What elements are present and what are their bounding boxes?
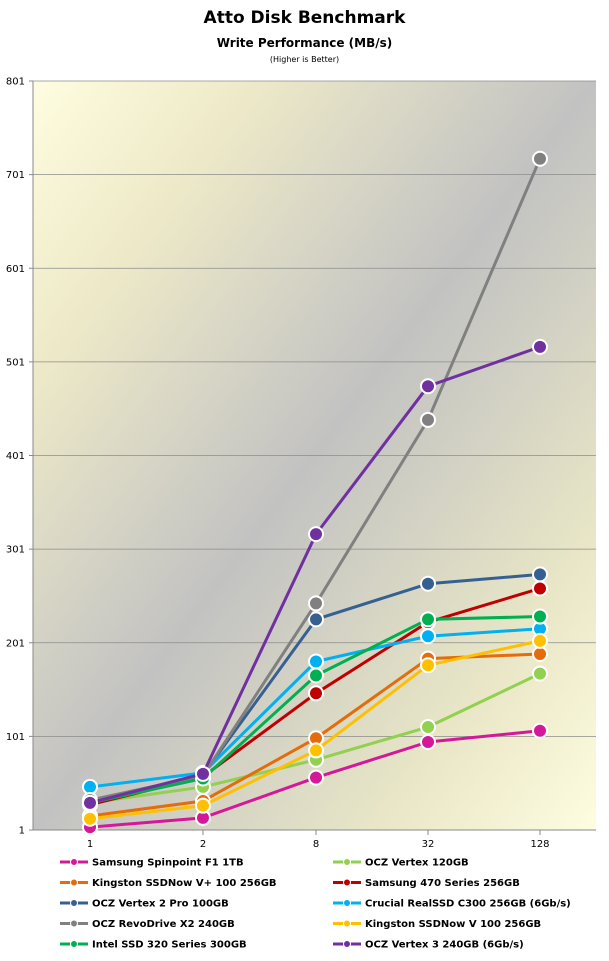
data-point	[308, 667, 324, 684]
legend-marker	[343, 878, 351, 887]
y-tick-label: 801	[6, 77, 25, 88]
data-point	[82, 794, 98, 811]
series-lines	[82, 150, 548, 836]
legend-marker	[343, 940, 351, 948]
legend-marker	[70, 858, 78, 866]
data-point	[532, 722, 548, 739]
x-tick-label: 32	[422, 839, 435, 850]
gridlines	[33, 80, 596, 831]
legend-label: Kingston SSDNow V 100 256GB	[365, 919, 541, 930]
x-tick-label: 2	[200, 839, 206, 850]
data-point	[82, 810, 98, 827]
legend-item: Crucial RealSSD C300 256GB (6Gb/s)	[333, 899, 571, 910]
legend-marker	[343, 919, 351, 928]
data-point	[420, 411, 436, 428]
legend-marker	[343, 899, 351, 907]
y-tick-label: 701	[6, 170, 25, 181]
legend-label: Intel SSD 320 Series 300GB	[92, 940, 247, 951]
legend-item: Kingston SSDNow V+ 100 256GB	[60, 878, 277, 889]
y-tick-label: 601	[6, 264, 25, 275]
legend-label: Kingston SSDNow V+ 100 256GB	[92, 878, 277, 889]
legend-item: OCZ Vertex 120GB	[333, 858, 469, 869]
y-tick-label: 201	[6, 638, 25, 649]
data-point	[420, 733, 436, 750]
legend-label: Crucial RealSSD C300 256GB (6Gb/s)	[365, 899, 571, 910]
legend-label: OCZ Vertex 3 240GB (6Gb/s)	[365, 940, 524, 951]
data-point	[532, 608, 548, 625]
data-point	[308, 595, 324, 612]
chart-title: Atto Disk Benchmark	[203, 8, 406, 28]
legend-item: Kingston SSDNow V 100 256GB	[333, 919, 541, 930]
y-tick-label: 501	[6, 357, 25, 368]
data-point	[420, 378, 436, 395]
legend-item: Samsung 470 Series 256GB	[333, 878, 520, 889]
data-point	[308, 653, 324, 670]
data-point	[195, 765, 211, 782]
data-point	[420, 575, 436, 592]
legend-label: OCZ RevoDrive X2 240GB	[92, 919, 235, 930]
data-point	[308, 685, 324, 702]
legend-item: OCZ Vertex 3 240GB (6Gb/s)	[333, 940, 524, 951]
legend: Samsung Spinpoint F1 1TB OCZ Vertex 120GB…	[60, 858, 571, 951]
y-tick-label: 1	[19, 826, 25, 837]
series-8	[82, 632, 548, 827]
data-point	[532, 665, 548, 682]
data-point	[82, 778, 98, 795]
data-point	[195, 797, 211, 814]
legend-item: Intel SSD 320 Series 300GB	[60, 940, 247, 951]
x-tick-label: 128	[530, 839, 549, 850]
legend-item: OCZ RevoDrive X2 240GB	[60, 919, 235, 930]
y-tick-label: 301	[6, 545, 25, 556]
data-point	[532, 645, 548, 662]
x-tick-label: 8	[313, 839, 319, 850]
series-10	[82, 338, 548, 811]
legend-item: Samsung Spinpoint F1 1TB	[60, 858, 244, 869]
data-point	[308, 526, 324, 543]
legend-marker	[70, 919, 78, 928]
legend-label: Samsung Spinpoint F1 1TB	[92, 858, 244, 869]
y-tick-label: 101	[6, 732, 25, 743]
data-point	[532, 566, 548, 583]
legend-label: Samsung 470 Series 256GB	[365, 878, 520, 889]
legend-marker	[70, 899, 78, 907]
data-point	[420, 657, 436, 674]
y-tick-labels: 1 101 201 301 401 501 601 701 801	[6, 77, 33, 837]
x-tick-label: 1	[87, 839, 93, 850]
legend-label: OCZ Vertex 120GB	[365, 858, 469, 869]
legend-marker	[343, 858, 351, 866]
y-tick-label: 401	[6, 451, 25, 462]
legend-marker	[70, 940, 78, 948]
data-point	[308, 611, 324, 628]
data-point	[532, 150, 548, 167]
data-point	[308, 769, 324, 786]
x-tick-labels: 1 2 8 32 128	[87, 830, 550, 850]
data-point	[420, 611, 436, 628]
data-point	[308, 742, 324, 759]
legend-item: OCZ Vertex 2 Pro 100GB	[60, 899, 229, 910]
data-point	[532, 338, 548, 355]
legend-marker	[70, 878, 78, 887]
chart-note: (Higher is Better)	[269, 55, 340, 64]
data-point	[420, 719, 436, 736]
data-point	[532, 632, 548, 649]
data-point	[532, 580, 548, 597]
legend-label: OCZ Vertex 2 Pro 100GB	[92, 899, 229, 910]
chart-subtitle: Write Performance (MB/s)	[216, 36, 393, 50]
data-point	[420, 628, 436, 645]
